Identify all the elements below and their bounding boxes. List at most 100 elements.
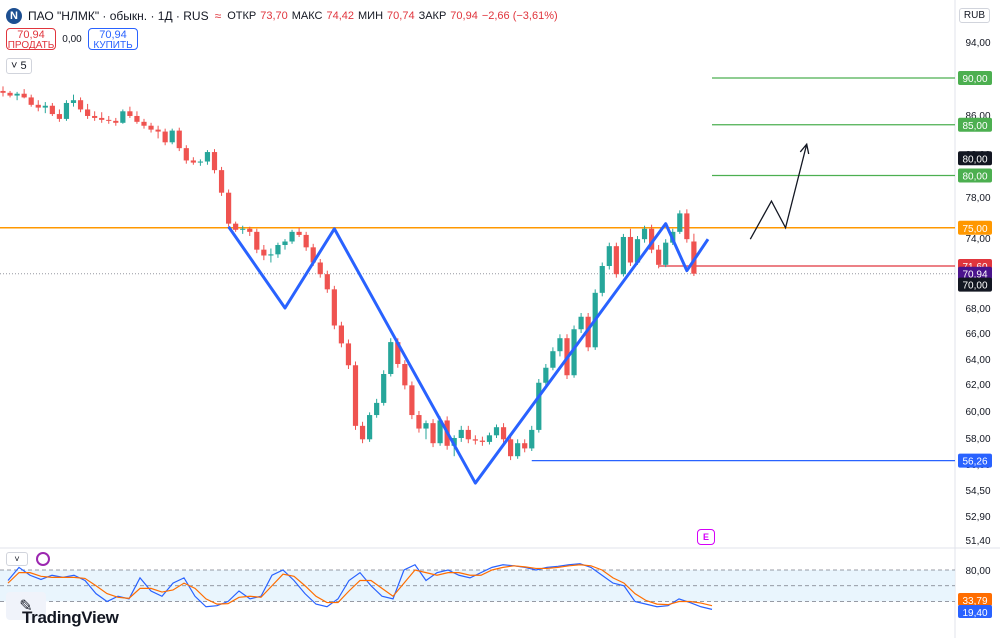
candle-body xyxy=(345,343,352,366)
candle-body xyxy=(56,114,62,119)
candle-body xyxy=(317,262,323,275)
pen-icon[interactable]: ✎ xyxy=(6,592,46,620)
candle-body xyxy=(240,228,246,230)
candle-body xyxy=(21,93,27,98)
candle-body xyxy=(430,423,436,444)
candle-body xyxy=(134,115,140,122)
candle-body xyxy=(437,420,443,444)
level-badge xyxy=(958,71,992,85)
candle-body xyxy=(141,121,147,126)
level-badge-text: 56,26 xyxy=(962,457,987,468)
nlmk-logo-icon[interactable]: N xyxy=(6,8,22,24)
oscillator-value-text: 33,79 xyxy=(962,596,987,607)
candle-body xyxy=(402,364,408,386)
candle-body xyxy=(416,415,422,429)
low-value: 70,74 xyxy=(387,10,415,22)
price-tick-label: 52,90 xyxy=(965,512,990,523)
candle-body xyxy=(211,152,218,171)
buy-label: КУПИТЬ xyxy=(93,40,133,51)
open-value: 73,70 xyxy=(260,10,288,22)
candle-body xyxy=(634,239,641,263)
high-label: МАКС xyxy=(291,10,323,22)
candle-body xyxy=(197,161,203,163)
pattern-polyline xyxy=(227,222,710,485)
candle-body xyxy=(261,249,267,256)
candle-body xyxy=(176,130,182,149)
candle-body xyxy=(303,234,309,248)
currency-selector[interactable]: RUB xyxy=(958,8,990,23)
candle-body xyxy=(641,228,648,240)
candle-body xyxy=(571,329,577,376)
candle-body xyxy=(613,246,619,275)
candle-body xyxy=(374,402,380,416)
candle-body xyxy=(529,429,535,449)
candle-body xyxy=(500,427,507,440)
buy-price: 70,94 xyxy=(99,29,127,41)
refresh-icon[interactable] xyxy=(36,552,50,566)
candle-body xyxy=(254,231,260,250)
trade-panel: 70,94 ПРОДАТЬ 0,00 70,94 КУПИТЬ xyxy=(6,28,138,51)
candle-body xyxy=(599,266,605,293)
wave-icon[interactable]: ≈ xyxy=(214,9,222,23)
oscillator-value-badge xyxy=(958,593,992,606)
candle-body xyxy=(247,228,253,232)
candle-body xyxy=(627,236,634,263)
candle-body xyxy=(684,213,690,240)
sell-price: 70,94 xyxy=(17,29,45,41)
oscillator-tick-label: 80,00 xyxy=(965,566,990,577)
candle-body xyxy=(35,104,41,108)
sell-button[interactable]: 70,94 ПРОДАТЬ xyxy=(6,28,56,51)
price-badge xyxy=(958,277,992,292)
high-value: 74,42 xyxy=(326,10,355,22)
candle-body xyxy=(663,242,669,265)
candle-body xyxy=(218,170,225,193)
candle-body xyxy=(543,367,549,383)
candle-body xyxy=(120,111,126,123)
candle-body xyxy=(226,192,232,224)
candle-body xyxy=(14,93,20,96)
candle-body xyxy=(275,245,281,255)
candle-body xyxy=(352,365,359,426)
forecast-arrow xyxy=(749,144,808,240)
low-label: МИН xyxy=(358,10,384,22)
tradingview-logo[interactable]: TradingView xyxy=(22,608,119,627)
price-tick-label: 66,00 xyxy=(965,329,990,340)
candle-body xyxy=(282,241,288,245)
price-badge xyxy=(958,266,992,281)
symbol-header: N ПАО "НЛМК" · обыкн. · 1Д · RUS ≈ ОТКР 7… xyxy=(6,6,558,26)
buy-button[interactable]: 70,94 КУПИТЬ xyxy=(88,28,138,51)
price-tick-label: 60,00 xyxy=(965,407,990,418)
candle-body xyxy=(190,160,196,163)
candle-body xyxy=(324,274,330,290)
collapse-chevron-icon[interactable]: ˅ xyxy=(6,552,28,566)
candle-body xyxy=(70,100,77,103)
candle-body xyxy=(578,316,584,330)
candle-body xyxy=(155,129,161,132)
candle-body xyxy=(289,231,295,242)
candle-body xyxy=(493,427,500,436)
candle-body xyxy=(388,342,394,374)
price-tick-label: 94,00 xyxy=(965,38,990,49)
candle-body xyxy=(338,325,344,344)
candle-body xyxy=(162,131,168,143)
candle-body xyxy=(606,246,612,266)
candle-body xyxy=(99,117,105,120)
candle-body xyxy=(49,105,55,115)
candle-body xyxy=(620,236,626,275)
price-tick-label: 58,00 xyxy=(965,434,990,445)
candle-body xyxy=(359,425,366,440)
candle-body xyxy=(557,338,563,352)
candle-body xyxy=(677,213,683,232)
candle-body xyxy=(0,90,6,93)
candle-body xyxy=(458,429,464,438)
indicators-toggle[interactable]: ˅ 5 xyxy=(6,58,32,74)
price-tick-label: 54,50 xyxy=(965,486,990,497)
candle-body xyxy=(28,97,34,105)
candle-body xyxy=(585,316,591,348)
level-badge xyxy=(958,220,992,235)
candle-body xyxy=(486,435,493,442)
earnings-badge[interactable]: E xyxy=(697,529,715,545)
candle-body xyxy=(536,382,542,430)
symbol-title[interactable]: ПАО "НЛМК" · обыкн. · 1Д · RUS xyxy=(28,9,209,23)
